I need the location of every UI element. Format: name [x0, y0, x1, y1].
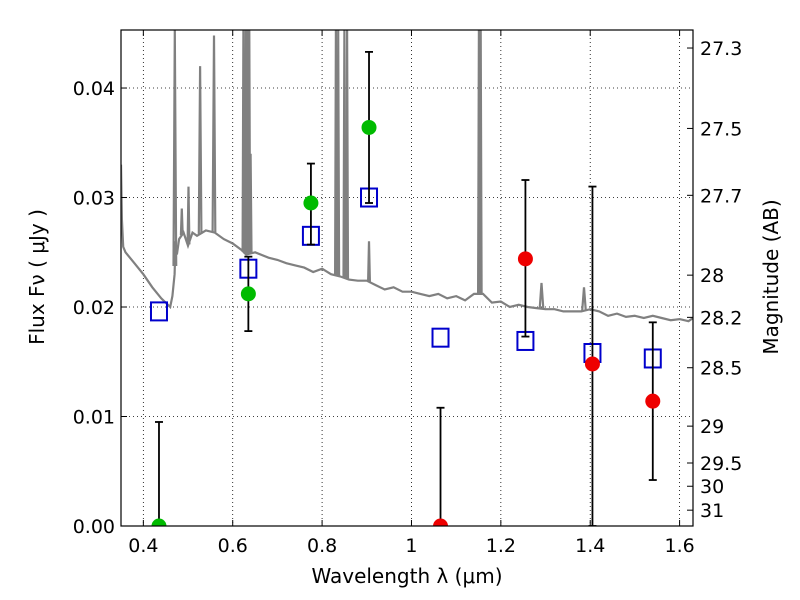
x-axis-title: Wavelength λ (μm): [311, 564, 502, 588]
emission-line-spike: [211, 35, 217, 233]
observed-flux-point: [645, 393, 661, 409]
observed-flux-point: [361, 119, 377, 135]
x-tick-label: 1.6: [664, 535, 694, 557]
magnitude-tick-label: 29.5: [700, 453, 742, 475]
series-group: [149, 50, 662, 526]
magnitude-tick-label: 28.5: [700, 358, 742, 380]
y-axis-title: Flux Fν ( μJy ): [25, 209, 49, 345]
emission-line-spike: [345, 30, 350, 280]
emission-line-spike: [197, 66, 203, 234]
y-ticks: 0.00 0.01 0.02 0.03 0.04: [73, 78, 127, 538]
emission-line-spike: [478, 30, 483, 294]
magnitude-tick-label: 27.7: [700, 185, 742, 207]
x-ticks: 0.4 0.6 0.8 1 1.2 1.4 1.6: [128, 30, 695, 557]
x-tick-label: 0.4: [128, 535, 158, 557]
emission-line-spike: [342, 30, 347, 279]
right-axis-title: Magnitude (AB): [759, 199, 783, 354]
emission-line-spike: [248, 153, 253, 254]
observed-flux-point: [151, 518, 167, 526]
observed-flux-point: [303, 195, 319, 211]
x-tick-label: 0.8: [307, 535, 337, 557]
y-tick-label: 0.04: [73, 78, 115, 100]
emission-line-spike: [241, 30, 246, 252]
magnitude-tick-label: 27.3: [700, 38, 742, 60]
magnitude-tick-label: 27.5: [700, 118, 742, 140]
spectrum-group: [121, 30, 693, 323]
model-photometry-square: [431, 327, 450, 348]
emission-line-spike: [336, 30, 341, 276]
observed-flux-point: [433, 518, 449, 526]
y-tick-label: 0.00: [73, 516, 115, 538]
x-tick-label: 0.6: [218, 535, 248, 557]
observed-flux-point: [584, 356, 600, 372]
emission-line-spike: [334, 30, 338, 276]
y-tick-label: 0.01: [73, 407, 115, 429]
emission-line-spike: [172, 30, 178, 267]
emission-line-spike: [179, 208, 184, 236]
x-tick-label: 1: [405, 535, 417, 557]
observed-flux-point: [240, 286, 256, 302]
emission-line-spike: [581, 287, 587, 311]
emission-line-spike: [538, 282, 545, 309]
emission-line-spike: [186, 186, 191, 245]
magnitude-tick-label: 28.2: [700, 307, 742, 329]
magnitude-tick-label: 30: [700, 476, 724, 498]
observed-flux-point: [517, 251, 533, 267]
y-tick-label: 0.03: [73, 188, 115, 210]
x-tick-label: 1.2: [486, 535, 516, 557]
emission-line-spike: [367, 241, 371, 282]
magnitude-tick-label: 31: [700, 500, 724, 522]
magnitude-tick-label: 28: [700, 265, 724, 287]
x-tick-label: 1.4: [575, 535, 605, 557]
model-photometry-square: [149, 301, 168, 322]
plot-frame: [120, 29, 694, 527]
magnitude-tick-label: 29: [700, 416, 724, 438]
y-tick-label: 0.02: [73, 297, 115, 319]
